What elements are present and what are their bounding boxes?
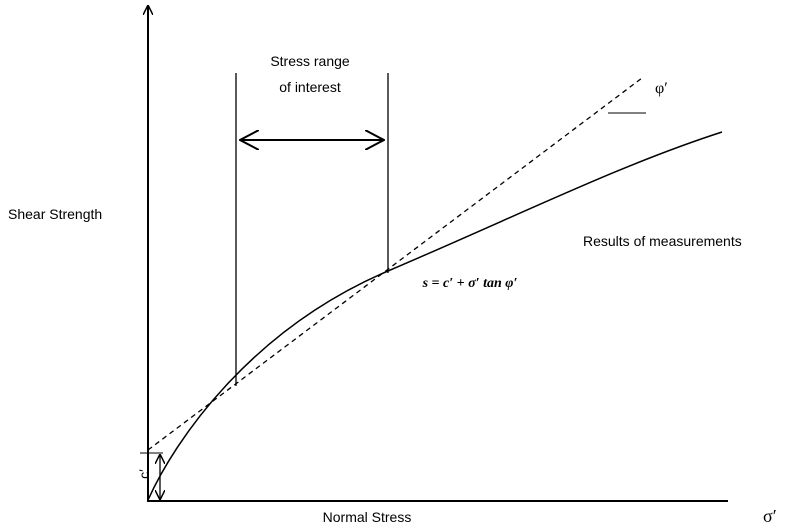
results-label: Results of measurements <box>583 233 742 249</box>
cohesion-label: c′ <box>136 469 152 479</box>
sigma-label: σ′ <box>763 506 777 526</box>
stress-range-label: Stress range <box>270 53 350 69</box>
equation: s = c′ + σ′ tan φ′ <box>422 276 518 291</box>
phi-label: φ′ <box>655 80 668 97</box>
stress-range-label: of interest <box>279 79 341 95</box>
measurement-curve <box>147 131 723 501</box>
y-axis-label: Shear Strength <box>8 206 102 222</box>
tangent-line <box>147 77 643 451</box>
x-axis-label: Normal Stress <box>323 509 412 525</box>
